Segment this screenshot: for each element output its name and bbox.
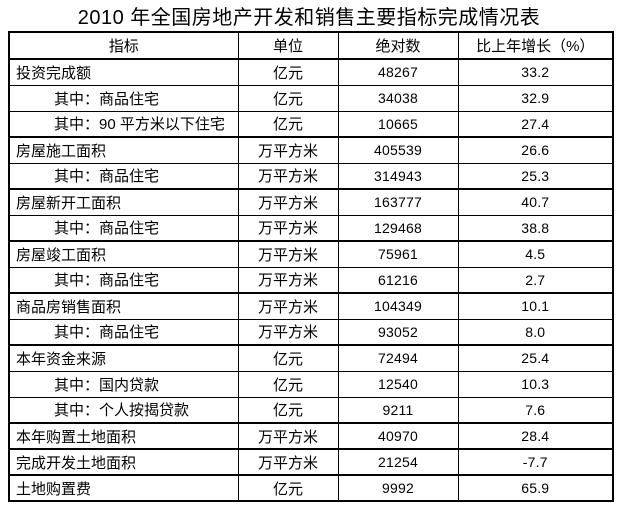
growth-cell: 25.3 bbox=[457, 162, 614, 190]
unit-cell: 万平方米 bbox=[237, 214, 339, 242]
header-absolute-number: 绝对数 bbox=[337, 31, 459, 60]
absolute-value-cell: 21254 bbox=[337, 448, 459, 476]
unit-cell: 亿元 bbox=[237, 110, 339, 138]
table-row: 房屋竣工面积 万平方米 75961 4.5 bbox=[8, 240, 614, 268]
unit-cell: 万平方米 bbox=[237, 188, 339, 216]
absolute-value-cell: 75961 bbox=[337, 240, 459, 268]
growth-cell: 7.6 bbox=[457, 396, 614, 424]
absolute-value-cell: 48267 bbox=[337, 58, 459, 86]
absolute-value-cell: 104349 bbox=[337, 292, 459, 320]
unit-cell: 亿元 bbox=[237, 396, 339, 424]
indicator-cell: 土地购置费 bbox=[8, 474, 239, 502]
indicator-cell: 本年购置土地面积 bbox=[8, 422, 239, 450]
growth-cell: 38.8 bbox=[457, 214, 614, 242]
table-row: 其中：90 平方米以下住宅 亿元 10665 27.4 bbox=[8, 110, 614, 138]
growth-cell: 65.9 bbox=[457, 474, 614, 502]
unit-cell: 万平方米 bbox=[237, 266, 339, 294]
table-body: 投资完成额 亿元 48267 33.2 其中：商品住宅 亿元 34038 32.… bbox=[8, 58, 614, 502]
growth-cell: 10.3 bbox=[457, 370, 614, 398]
growth-cell: 26.6 bbox=[457, 136, 614, 164]
indicator-cell: 房屋新开工面积 bbox=[8, 188, 239, 216]
growth-cell: 33.2 bbox=[457, 58, 614, 86]
unit-cell: 亿元 bbox=[237, 370, 339, 398]
unit-cell: 亿元 bbox=[237, 344, 339, 372]
unit-cell: 万平方米 bbox=[237, 422, 339, 450]
unit-cell: 万平方米 bbox=[237, 292, 339, 320]
unit-cell: 亿元 bbox=[237, 474, 339, 502]
table-row: 房屋新开工面积 万平方米 163777 40.7 bbox=[8, 188, 614, 216]
growth-cell: 40.7 bbox=[457, 188, 614, 216]
growth-cell: 2.7 bbox=[457, 266, 614, 294]
indicator-cell: 其中：商品住宅 bbox=[8, 84, 239, 112]
absolute-value-cell: 163777 bbox=[337, 188, 459, 216]
growth-cell: 4.5 bbox=[457, 240, 614, 268]
indicator-cell: 其中：90 平方米以下住宅 bbox=[8, 110, 239, 138]
absolute-value-cell: 405539 bbox=[337, 136, 459, 164]
absolute-value-cell: 9211 bbox=[337, 396, 459, 424]
table-row: 其中：商品住宅 万平方米 129468 38.8 bbox=[8, 214, 614, 242]
indicator-cell: 房屋施工面积 bbox=[8, 136, 239, 164]
table-row: 其中：商品住宅 万平方米 93052 8.0 bbox=[8, 318, 614, 346]
header-unit: 单位 bbox=[237, 31, 339, 60]
indicator-cell: 本年资金来源 bbox=[8, 344, 239, 372]
table-row: 其中：商品住宅 万平方米 314943 25.3 bbox=[8, 162, 614, 190]
unit-cell: 万平方米 bbox=[237, 448, 339, 476]
indicator-cell: 商品房销售面积 bbox=[8, 292, 239, 320]
unit-cell: 万平方米 bbox=[237, 162, 339, 190]
table-row: 完成开发土地面积 万平方米 21254 -7.7 bbox=[8, 448, 614, 476]
header-indicator: 指标 bbox=[8, 31, 239, 60]
absolute-value-cell: 129468 bbox=[337, 214, 459, 242]
unit-cell: 万平方米 bbox=[237, 240, 339, 268]
table-title: 2010 年全国房地产开发和销售主要指标完成情况表 bbox=[77, 7, 541, 29]
absolute-value-cell: 40970 bbox=[337, 422, 459, 450]
table-row: 其中：国内贷款 亿元 12540 10.3 bbox=[8, 370, 614, 398]
unit-cell: 万平方米 bbox=[237, 318, 339, 346]
indicators-table: 指标 单位 绝对数 比上年增长（%） 投资完成额 亿元 48267 33.2 其… bbox=[8, 31, 614, 502]
indicator-cell: 其中：国内贷款 bbox=[8, 370, 239, 398]
growth-cell: 27.4 bbox=[457, 110, 614, 138]
growth-cell: 10.1 bbox=[457, 292, 614, 320]
table-row: 投资完成额 亿元 48267 33.2 bbox=[8, 58, 614, 86]
table-row: 土地购置费 亿元 9992 65.9 bbox=[8, 474, 614, 502]
absolute-value-cell: 72494 bbox=[337, 344, 459, 372]
table-row: 房屋施工面积 万平方米 405539 26.6 bbox=[8, 136, 614, 164]
indicator-cell: 其中：商品住宅 bbox=[8, 214, 239, 242]
table-row: 本年资金来源 亿元 72494 25.4 bbox=[8, 344, 614, 372]
absolute-value-cell: 93052 bbox=[337, 318, 459, 346]
growth-cell: 25.4 bbox=[457, 344, 614, 372]
unit-cell: 亿元 bbox=[237, 58, 339, 86]
growth-cell: 28.4 bbox=[457, 422, 614, 450]
absolute-value-cell: 314943 bbox=[337, 162, 459, 190]
table-row: 其中：商品住宅 亿元 34038 32.9 bbox=[8, 84, 614, 112]
growth-cell: 32.9 bbox=[457, 84, 614, 112]
table-row: 本年购置土地面积 万平方米 40970 28.4 bbox=[8, 422, 614, 450]
absolute-value-cell: 34038 bbox=[337, 84, 459, 112]
indicator-cell: 其中：商品住宅 bbox=[8, 162, 239, 190]
indicator-cell: 投资完成额 bbox=[8, 58, 239, 86]
header-growth-over-previous-year: 比上年增长（%） bbox=[457, 31, 614, 60]
absolute-value-cell: 12540 bbox=[337, 370, 459, 398]
table-row: 其中：个人按揭贷款 亿元 9211 7.6 bbox=[8, 396, 614, 424]
header-row: 指标 单位 绝对数 比上年增长（%） bbox=[8, 31, 614, 60]
table-row: 其中：商品住宅 万平方米 61216 2.7 bbox=[8, 266, 614, 294]
absolute-value-cell: 9992 bbox=[337, 474, 459, 502]
growth-cell: -7.7 bbox=[457, 448, 614, 476]
indicator-cell: 完成开发土地面积 bbox=[8, 448, 239, 476]
absolute-value-cell: 61216 bbox=[337, 266, 459, 294]
indicator-cell: 其中：商品住宅 bbox=[8, 266, 239, 294]
growth-cell: 8.0 bbox=[457, 318, 614, 346]
indicator-cell: 其中：商品住宅 bbox=[8, 318, 239, 346]
unit-cell: 亿元 bbox=[237, 84, 339, 112]
indicator-cell: 其中：个人按揭贷款 bbox=[8, 396, 239, 424]
unit-cell: 万平方米 bbox=[237, 136, 339, 164]
table-row: 商品房销售面积 万平方米 104349 10.1 bbox=[8, 292, 614, 320]
absolute-value-cell: 10665 bbox=[337, 110, 459, 138]
indicator-cell: 房屋竣工面积 bbox=[8, 240, 239, 268]
